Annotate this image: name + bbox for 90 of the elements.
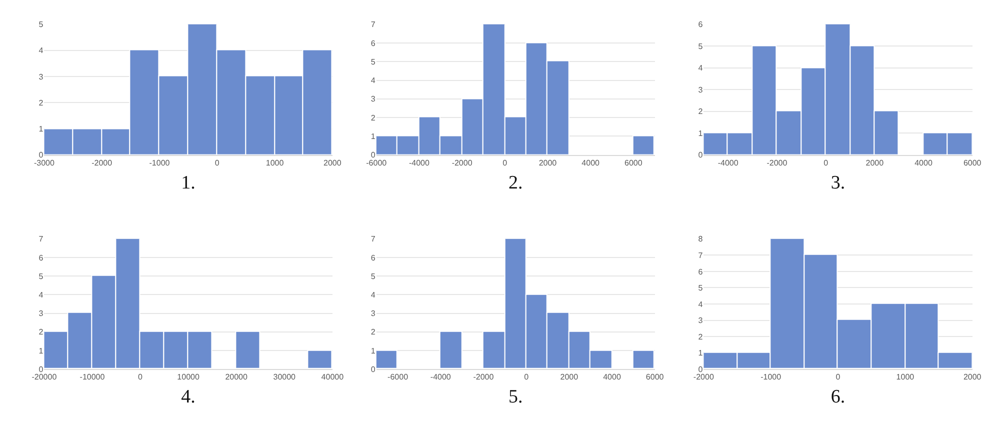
y-tick-label: 2	[698, 332, 704, 342]
y-tick-label: 0	[38, 364, 44, 374]
y-tick-label: 3	[698, 316, 704, 326]
y-tick-label: 4	[370, 290, 376, 300]
y-tick-label: 1	[370, 346, 376, 356]
x-tick-label: -2000	[473, 372, 494, 382]
x-tick-label: -10000	[80, 372, 106, 382]
y-tick-label: 3	[370, 94, 376, 104]
x-tick-label: -6000	[388, 372, 409, 382]
x-tick-label: -2000	[92, 158, 113, 168]
y-tick-label: 4	[38, 290, 44, 300]
y-tick-label: 1	[698, 348, 704, 358]
x-tick-label: 4000	[582, 158, 600, 168]
y-tick-label: 7	[370, 20, 376, 30]
x-tick-label: 6000	[646, 372, 664, 382]
x-tick-label: 2000	[324, 158, 342, 168]
x-axis-title: 1.	[181, 172, 196, 194]
x-tick-label: 1000	[266, 158, 284, 168]
y-tick-label: 5	[38, 272, 44, 281]
x-tick-label: 4000	[603, 372, 622, 382]
x-axis-title: 6.	[830, 386, 846, 408]
y-tick-label: 3	[698, 85, 704, 94]
x-tick-label: 4000	[914, 158, 933, 168]
x-tick-label: 6000	[624, 158, 643, 168]
y-tick-label: 0	[370, 150, 376, 160]
y-tick-label: 6	[698, 20, 704, 30]
x-tick-label: -4000	[408, 158, 430, 168]
x-tick-label: 0	[502, 158, 508, 168]
x-axis-title: 3.	[830, 172, 846, 194]
x-tick-label: -2000	[452, 158, 473, 168]
x-tick-label: 40000	[321, 372, 344, 382]
x-axis-title: 2.	[508, 172, 523, 194]
y-tick-label: 6	[38, 253, 44, 262]
x-tick-label: -6000	[366, 158, 388, 168]
y-tick-label: 2	[38, 328, 44, 337]
x-tick-label: -4000	[430, 372, 452, 382]
x-tick-label: 0	[836, 372, 841, 382]
x-tick-label: 2000	[538, 158, 558, 168]
x-tick-label: 2000	[963, 372, 982, 382]
x-tick-label: 20000	[225, 372, 248, 382]
y-tick-label: 3	[38, 72, 44, 82]
y-tick-label: 2	[370, 113, 376, 122]
y-tick-label: 8	[698, 234, 704, 244]
x-tick-label: 1000	[896, 372, 915, 382]
x-tick-label: 6000	[963, 158, 982, 168]
y-tick-label: 7	[698, 250, 704, 260]
x-axis-title: 4.	[181, 386, 196, 408]
y-tick-label: 5	[38, 20, 44, 30]
y-tick-label: 1	[370, 132, 376, 142]
y-tick-label: 0	[698, 150, 704, 160]
x-tick-label: -1000	[760, 372, 782, 382]
x-tick-label: 2000	[866, 158, 884, 168]
y-tick-label: 4	[38, 46, 44, 56]
x-tick-label: 2000	[560, 372, 579, 382]
x-tick-label: 30000	[273, 372, 296, 382]
x-tick-label: -20000	[32, 372, 58, 382]
y-tick-label: 0	[38, 150, 44, 160]
x-tick-label: -2000	[766, 158, 788, 168]
x-tick-label: 0	[214, 158, 220, 168]
y-tick-label: 6	[698, 267, 704, 276]
y-tick-label: 5	[370, 272, 376, 281]
y-tick-label: 6	[370, 253, 376, 262]
y-tick-label: 5	[698, 42, 704, 51]
y-tick-label: 5	[698, 284, 704, 293]
y-tick-label: 4	[698, 300, 704, 309]
x-tick-label: -2000	[693, 372, 714, 382]
y-tick-label: 2	[698, 107, 704, 116]
y-tick-label: 5	[370, 57, 376, 66]
y-tick-label: 4	[698, 64, 704, 73]
y-tick-label: 3	[38, 309, 44, 318]
y-tick-label: 1	[38, 346, 44, 356]
y-tick-label: 7	[370, 234, 376, 244]
y-tick-label: 3	[370, 309, 376, 318]
x-tick-label: 0	[138, 372, 144, 382]
y-tick-label: 0	[370, 364, 376, 374]
y-tick-label: 2	[38, 98, 44, 108]
x-tick-label: -3000	[34, 158, 55, 168]
y-tick-label: 6	[370, 38, 376, 48]
x-tick-label: -1000	[149, 158, 170, 168]
y-tick-label: 1	[38, 124, 44, 134]
x-tick-label: -4000	[718, 158, 739, 168]
y-tick-label: 4	[370, 76, 376, 86]
y-tick-label: 2	[370, 328, 376, 337]
x-tick-label: 0	[524, 372, 530, 382]
y-tick-label: 1	[698, 128, 704, 138]
y-tick-label: 0	[698, 364, 704, 374]
x-tick-label: 0	[824, 158, 829, 168]
x-axis-title: 5.	[508, 386, 523, 408]
y-tick-label: 7	[38, 234, 44, 244]
x-tick-label: 10000	[177, 372, 200, 382]
